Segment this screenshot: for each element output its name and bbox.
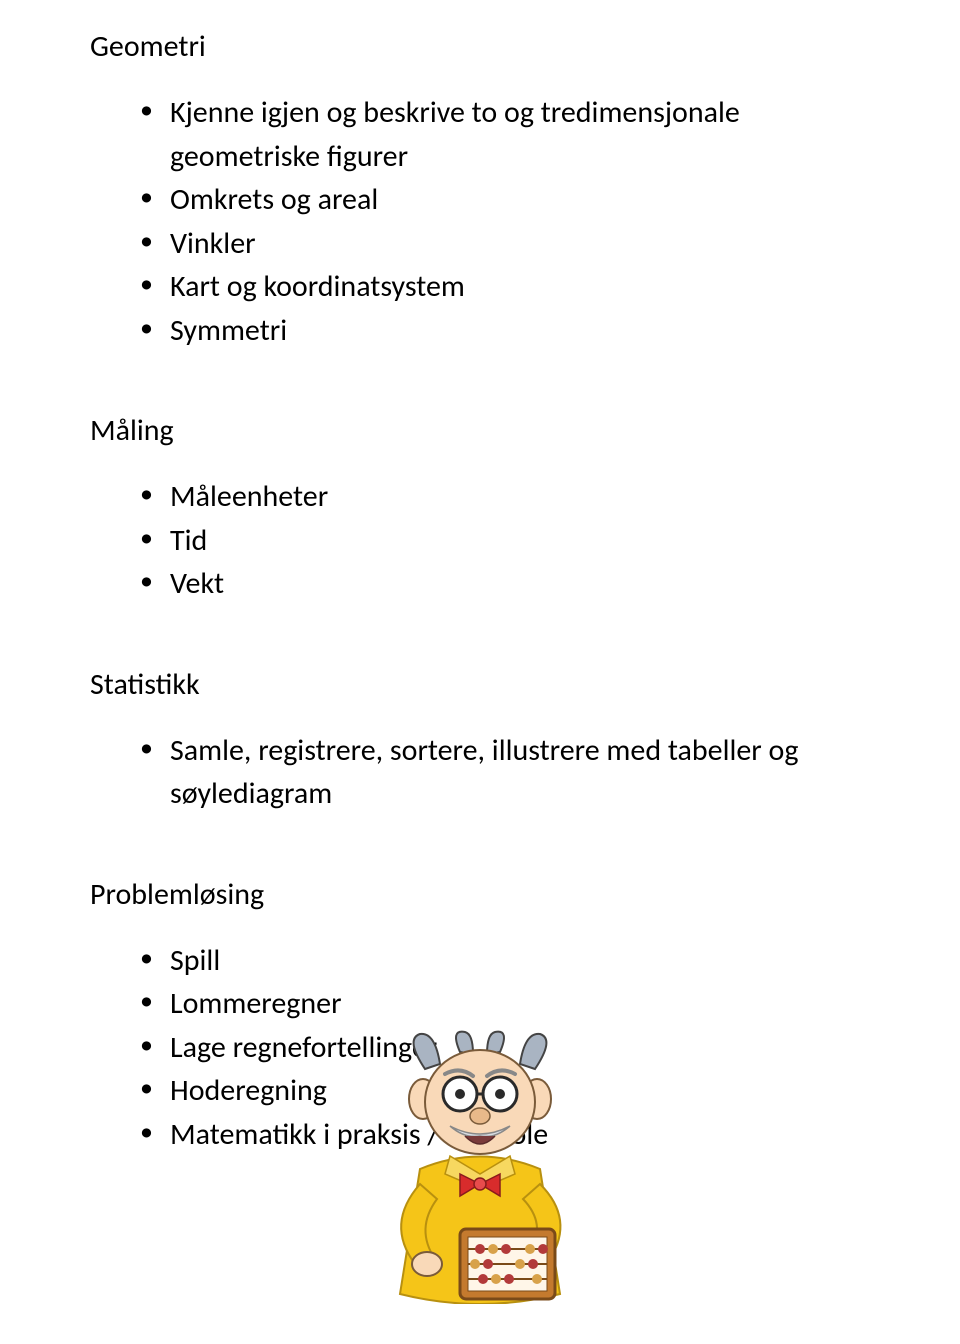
list-item: Måleenheter [140, 475, 870, 519]
list-item: Tid [140, 519, 870, 563]
section-heading-geometri: Geometri [90, 28, 870, 65]
bullet-list-maling: Måleenheter Tid Vekt [90, 475, 870, 606]
list-item: Kjenne igjen og beskrive to og tredimens… [140, 91, 870, 178]
list-item: Samle, registrere, sortere, illustrere m… [140, 729, 870, 816]
list-item: Lommeregner [140, 982, 870, 1026]
list-item: Vinkler [140, 222, 870, 266]
section-heading-maling: Måling [90, 412, 870, 449]
list-item: Omkrets og areal [140, 178, 870, 222]
professor-abacus-illustration [365, 1024, 595, 1304]
professor-abacus-icon [365, 1024, 595, 1304]
bullet-list-statistikk: Samle, registrere, sortere, illustrere m… [90, 729, 870, 816]
section-heading-problemlosing: Problemløsing [90, 876, 870, 913]
list-item: Symmetri [140, 309, 870, 353]
list-item: Kart og koordinatsystem [140, 265, 870, 309]
list-item: Spill [140, 939, 870, 983]
bullet-list-geometri: Kjenne igjen og beskrive to og tredimens… [90, 91, 870, 352]
list-item: Vekt [140, 562, 870, 606]
section-heading-statistikk: Statistikk [90, 666, 870, 703]
